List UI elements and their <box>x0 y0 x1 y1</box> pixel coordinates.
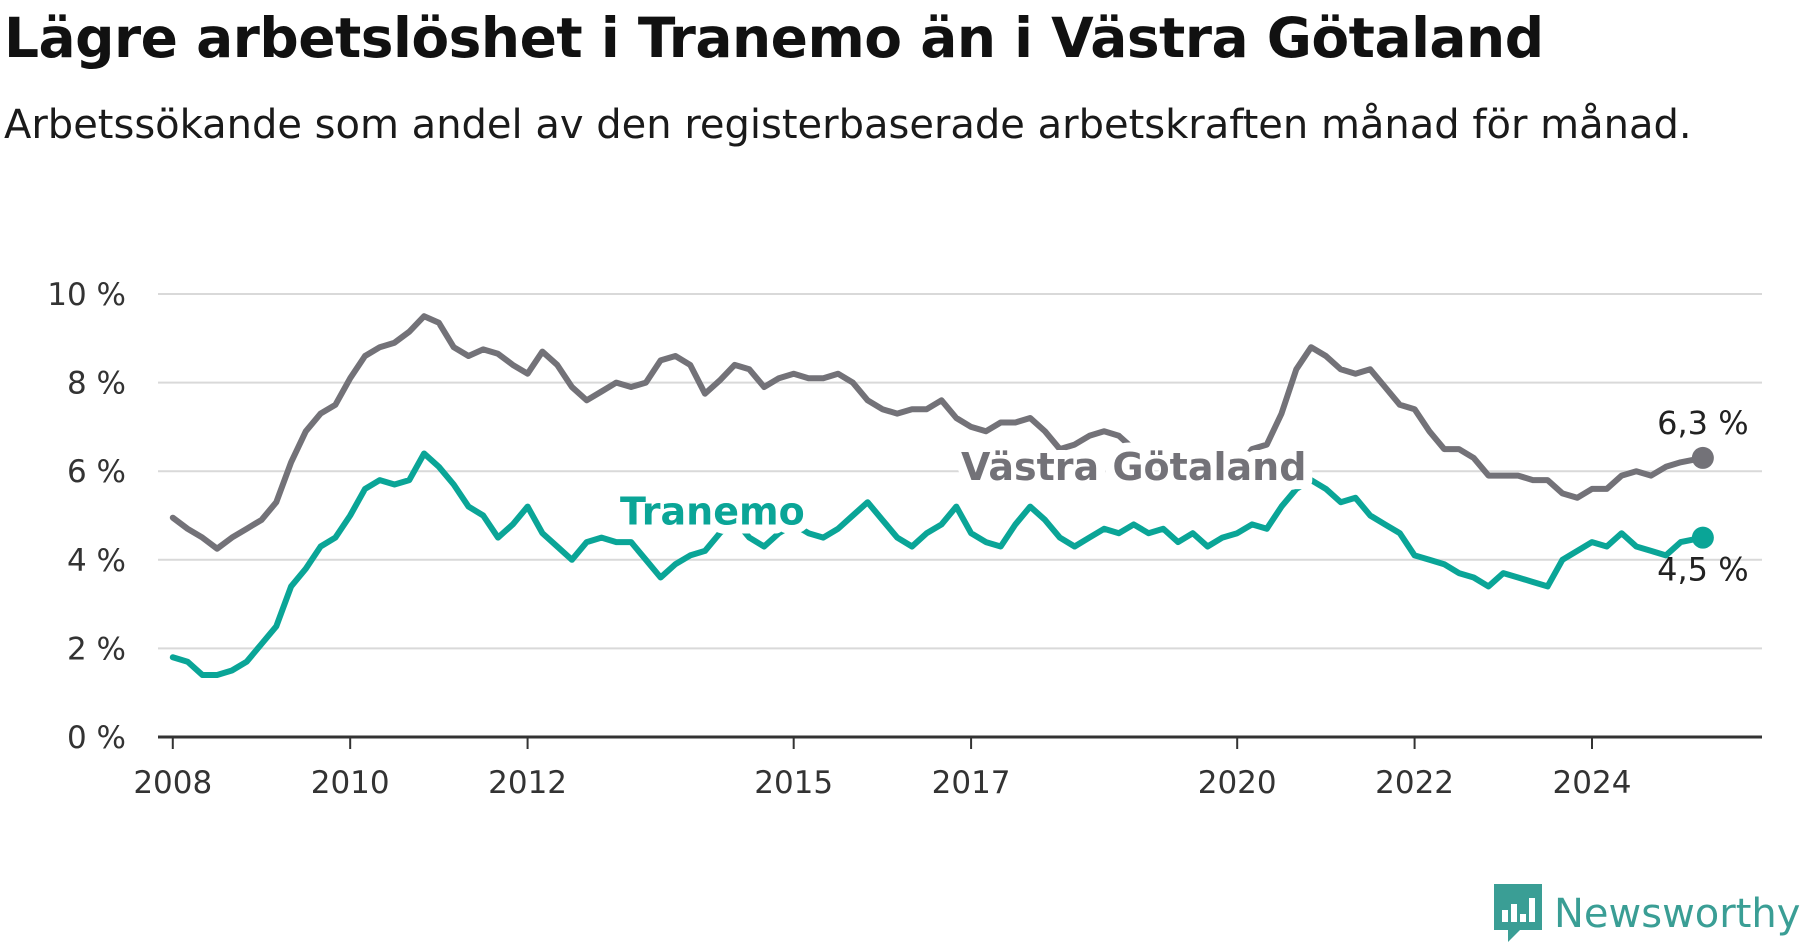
y-tick-label: 10 % <box>47 277 126 313</box>
x-tick-label: 2010 <box>311 765 390 801</box>
series-lines <box>169 313 1714 678</box>
end-marker-tranemo <box>1691 526 1714 549</box>
x-tick-label: 2008 <box>133 765 212 801</box>
x-tick-label: 2012 <box>488 765 567 801</box>
end-value-vastra-gotaland: 6,3 % <box>1657 404 1748 442</box>
brand-name: Newsworthy <box>1554 891 1800 937</box>
y-axis-ticks: 0 % 2 % 4 % 6 % 8 % 10 % <box>47 277 126 756</box>
series-label-tranemo-halo: Tranemo <box>620 489 805 533</box>
y-tick-label: 6 % <box>67 454 126 490</box>
x-tick-label: 2017 <box>932 765 1011 801</box>
y-tick-label: 8 % <box>67 366 126 402</box>
series-line-vastra-gotaland <box>169 313 1706 552</box>
series-line-tranemo <box>169 450 1706 678</box>
series-label-tranemo: Tranemo <box>620 489 805 533</box>
y-tick-label: 4 % <box>67 543 126 579</box>
chart-title: Lägre arbetslöshet i Tranemo än i Västra… <box>4 6 1544 70</box>
newsworthy-logo: Newsworthy <box>1494 884 1800 944</box>
x-tick-label: 2020 <box>1198 765 1277 801</box>
grid-lines <box>158 293 1762 650</box>
x-tick-label: 2015 <box>754 765 833 801</box>
x-tick-label: 2024 <box>1553 765 1632 801</box>
y-tick-label: 2 % <box>67 631 126 667</box>
chart-subtitle: Arbetssökande som andel av den registerb… <box>4 102 1692 148</box>
x-tick-label: 2022 <box>1375 765 1454 801</box>
end-value-tranemo: 4,5 % <box>1657 551 1748 589</box>
newsworthy-badge-icon <box>1494 884 1542 942</box>
x-axis: 2008 2010 2012 2015 2017 2020 2022 2024 <box>133 735 1762 801</box>
series-label-vastra-gotaland: Västra Götaland <box>961 445 1306 489</box>
series-label-vastra-gotaland-halo: Västra Götaland <box>961 445 1306 489</box>
end-marker-vastra-gotaland <box>1691 446 1714 469</box>
y-tick-label: 0 % <box>67 720 126 756</box>
